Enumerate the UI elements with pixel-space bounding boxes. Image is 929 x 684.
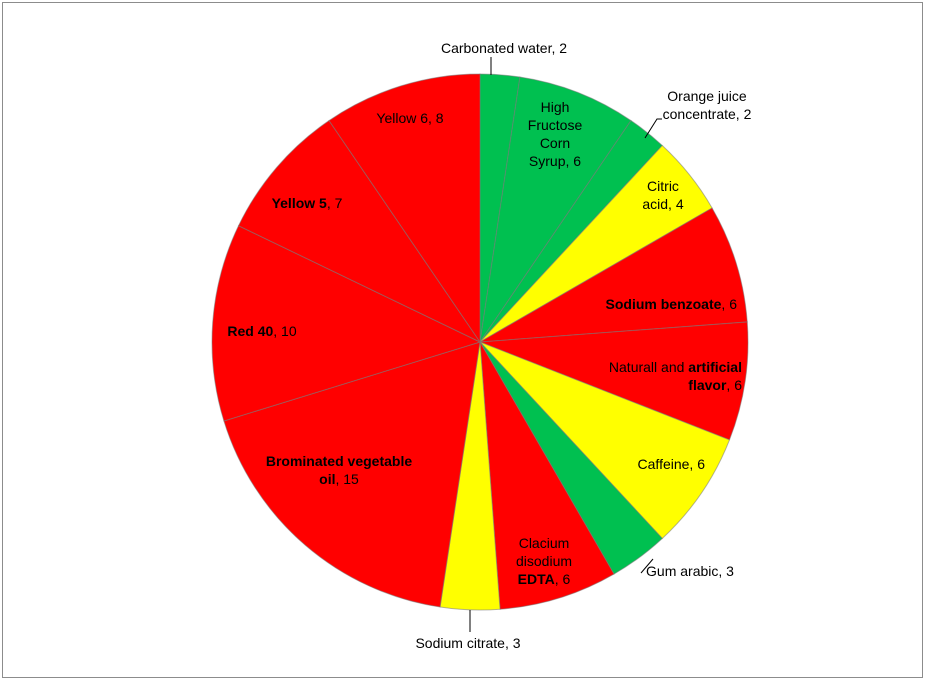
slice-label-sodium-citrate-3: Sodium citrate, 3: [415, 635, 520, 651]
slice-label-sodium-benzoate-6: Sodium benzoate, 6: [606, 296, 738, 312]
leader-line-gum-arabic-3: [640, 558, 654, 574]
leader-line-orange-juice-concentrate-2: [644, 118, 662, 139]
pie-slice-sodium-benzoate-6: [479, 207, 748, 343]
pie-slice-naturall-and-artificial-flavor-6: [479, 321, 749, 441]
slice-label-citric-acid-4: Citric acid, 4: [642, 178, 683, 212]
pie-slice-yellow-5-7: [237, 119, 482, 344]
slice-label-red-40-10: Red 40, 10: [227, 323, 296, 339]
slice-label-yellow-6-8: Yellow 6, 8: [376, 110, 443, 126]
pie-slice-high-fructose-corn-syrup-6: [479, 76, 632, 343]
slice-label-high-fructose-corn-syrup-6: High Fructose Corn Syrup, 6: [528, 99, 583, 169]
slice-label-naturall-and-artificial-flavor-6: Naturall and artificial flavor, 6: [609, 359, 742, 393]
slice-labels: Carbonated water, 2 High Fructose Corn Syrup…: [227, 40, 751, 651]
slice-label-carbonated-water-2: Carbonated water, 2: [441, 40, 567, 56]
pie-slice-yellow-6-8: [328, 73, 481, 344]
pie-slice-brominated-vegetable-oil-15: [223, 341, 481, 608]
pie-slice-clacium-disodium-edta-6: [479, 341, 615, 610]
slice-label-gum-arabic-3: Gum arabic, 3: [646, 563, 734, 579]
pie-slice-red-40-10: [211, 225, 482, 422]
leader-lines: [469, 57, 662, 632]
slice-label-caffeine-6: Caffeine, 6: [638, 456, 706, 472]
slice-label-brominated-vegetable-oil-15: Brominated vegetable oil, 15: [266, 453, 412, 487]
pie-slices: [211, 73, 749, 611]
slice-label-clacium-disodium-edta-6: Clacium disodium EDTA, 6: [516, 535, 572, 587]
slice-label-orange-juice-concentrate-2: Orange juice concentrate, 2: [663, 88, 752, 122]
slice-label-yellow-5-7: Yellow 5, 7: [272, 195, 343, 211]
pie-slice-caffeine-6: [479, 341, 731, 540]
